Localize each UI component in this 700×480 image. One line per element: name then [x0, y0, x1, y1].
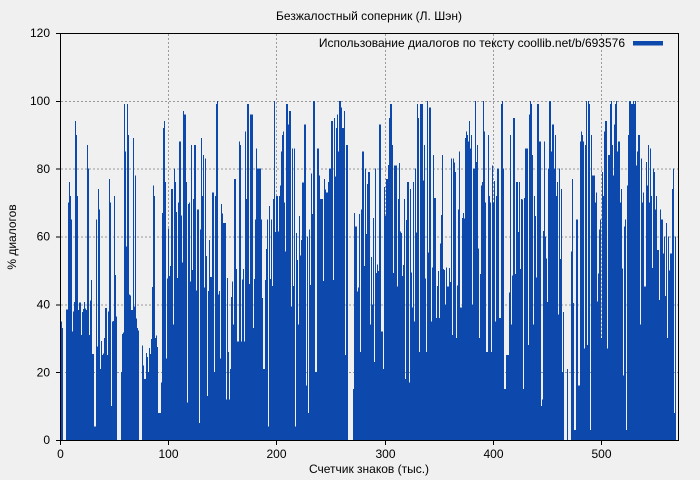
- svg-text:Использование диалогов по текс: Использование диалогов по тексту coollib…: [319, 36, 625, 50]
- svg-text:60: 60: [37, 230, 51, 244]
- svg-text:0: 0: [43, 433, 50, 447]
- svg-text:100: 100: [30, 94, 50, 108]
- svg-text:% диалогов: % диалогов: [5, 204, 19, 269]
- svg-text:200: 200: [266, 447, 286, 461]
- svg-text:120: 120: [30, 26, 50, 40]
- svg-text:40: 40: [37, 298, 51, 312]
- svg-text:0: 0: [57, 447, 64, 461]
- svg-text:20: 20: [37, 365, 51, 379]
- svg-text:100: 100: [158, 447, 178, 461]
- svg-text:Безжалостный соперник (Л. Шэн): Безжалостный соперник (Л. Шэн): [276, 9, 462, 23]
- svg-text:Счетчик знаков (тыс.): Счетчик знаков (тыс.): [309, 462, 429, 476]
- svg-text:400: 400: [483, 447, 503, 461]
- svg-text:80: 80: [37, 162, 51, 176]
- svg-text:500: 500: [591, 447, 611, 461]
- svg-text:300: 300: [375, 447, 395, 461]
